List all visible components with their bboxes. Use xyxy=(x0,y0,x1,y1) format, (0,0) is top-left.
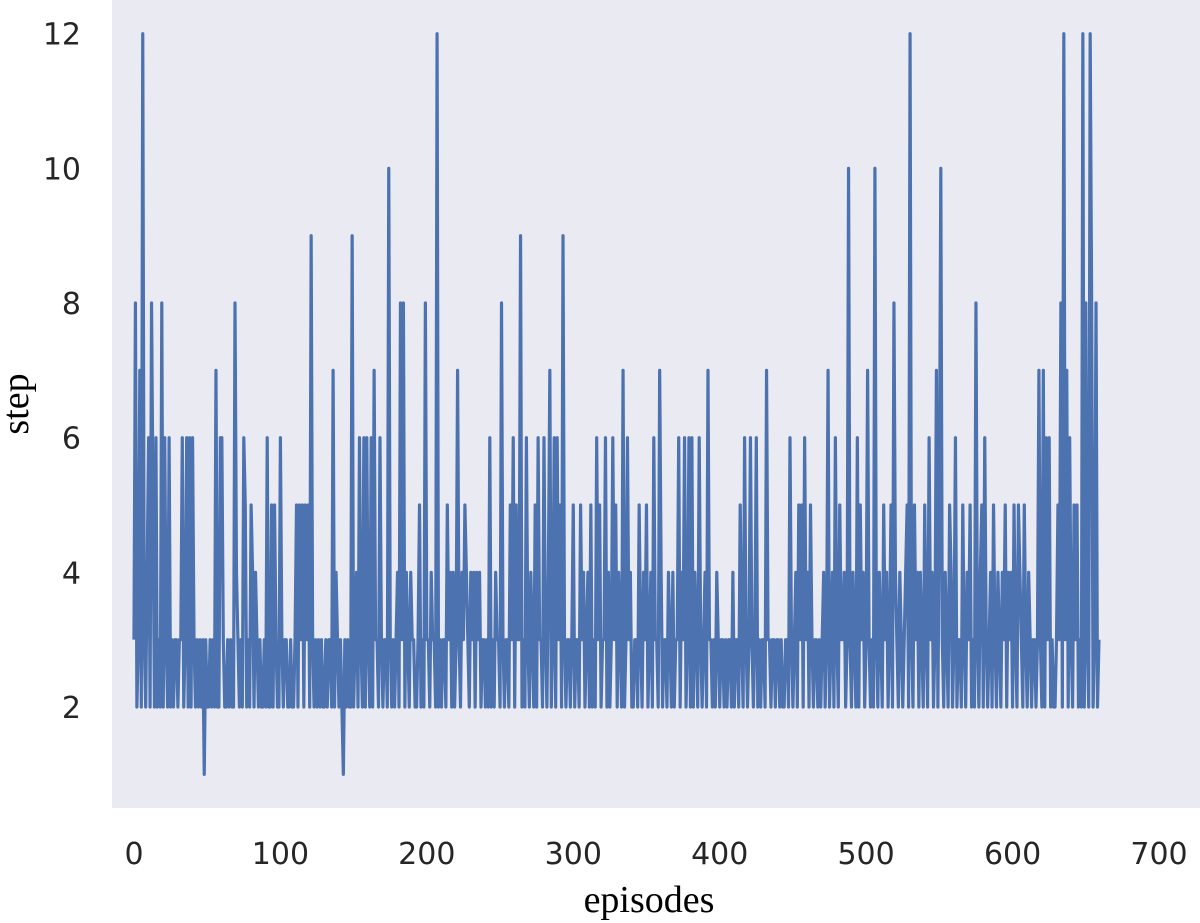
y-tick-label: 12 xyxy=(43,18,81,53)
y-tick-label: 4 xyxy=(62,556,81,591)
x-tick-labels: 0 100 200 300 400 500 600 700 xyxy=(124,837,1187,872)
x-tick-label: 100 xyxy=(252,837,309,872)
x-axis-label: episodes xyxy=(584,879,715,921)
x-tick-label: 0 xyxy=(124,837,143,872)
x-tick-label: 400 xyxy=(691,837,748,872)
series-layer xyxy=(132,32,1101,776)
x-tick-label: 700 xyxy=(1130,837,1187,872)
x-tick-label: 300 xyxy=(545,837,602,872)
y-tick-label: 10 xyxy=(43,152,81,187)
x-tick-label: 500 xyxy=(837,837,894,872)
y-tick-labels: 2 4 6 8 10 12 xyxy=(43,18,81,726)
y-tick-label: 2 xyxy=(62,691,81,726)
series-line-0 xyxy=(132,32,1101,776)
x-tick-label: 600 xyxy=(984,837,1041,872)
y-tick-label: 8 xyxy=(62,287,81,322)
y-axis-label: step xyxy=(0,373,37,434)
x-tick-label: 200 xyxy=(398,837,455,872)
y-tick-label: 6 xyxy=(62,422,81,457)
